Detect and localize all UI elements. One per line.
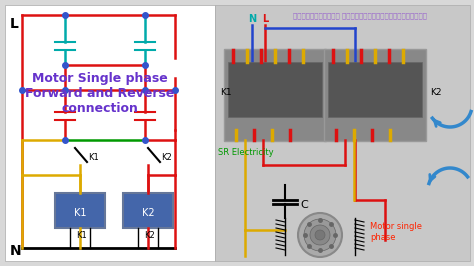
- FancyBboxPatch shape: [328, 62, 422, 117]
- Text: L: L: [10, 17, 19, 31]
- Text: K1: K1: [77, 231, 87, 240]
- Text: K1: K1: [88, 153, 99, 162]
- FancyBboxPatch shape: [224, 49, 326, 141]
- Text: K2: K2: [145, 231, 155, 240]
- Text: SR Electricity: SR Electricity: [218, 148, 273, 157]
- Text: C: C: [300, 200, 308, 210]
- Text: N: N: [10, 244, 22, 258]
- FancyBboxPatch shape: [215, 5, 470, 261]
- Text: K1: K1: [74, 208, 86, 218]
- Circle shape: [310, 225, 330, 245]
- Text: K2: K2: [430, 88, 441, 97]
- Text: L: L: [262, 14, 268, 24]
- Text: K2: K2: [161, 153, 172, 162]
- FancyBboxPatch shape: [228, 62, 322, 117]
- Text: Motor Single phase
Forward and Reverse
connection: Motor Single phase Forward and Reverse c…: [25, 72, 175, 115]
- Circle shape: [315, 230, 325, 240]
- Circle shape: [298, 213, 342, 257]
- Circle shape: [304, 219, 336, 251]
- FancyBboxPatch shape: [5, 5, 215, 261]
- FancyBboxPatch shape: [324, 49, 426, 141]
- FancyBboxPatch shape: [123, 193, 173, 228]
- Text: Motor single
phase: Motor single phase: [370, 222, 422, 242]
- Text: តឹងតឹងរ័ល័រ តឹក័ល័សតែមុខតឹងក្រោយ: តឹងតឹងរ័ល័រ តឹក័ល័សតែមុខតឹងក្រោយ: [293, 12, 427, 19]
- Text: K1: K1: [220, 88, 232, 97]
- Text: N: N: [248, 14, 256, 24]
- Text: K2: K2: [142, 208, 155, 218]
- FancyBboxPatch shape: [55, 193, 105, 228]
